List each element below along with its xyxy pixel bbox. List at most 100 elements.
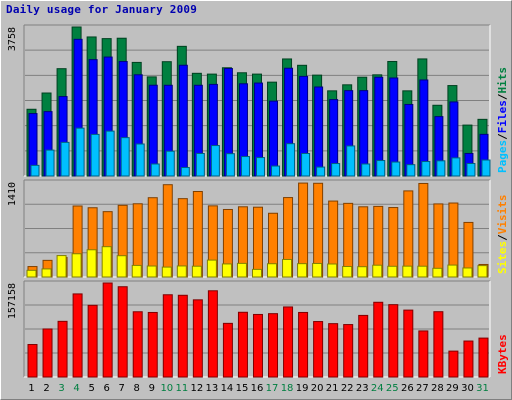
panel-2-visits-bar: [177, 198, 188, 278]
x-tick-label: 18: [281, 383, 294, 394]
panel-1-pages-bar: [105, 130, 115, 177]
panel-2-sites-bar: [221, 263, 232, 278]
x-tick-label: 17: [266, 383, 279, 394]
panel-3-kbytes-bar: [147, 311, 158, 378]
panel-2-sites-bar: [146, 265, 157, 278]
legend-hits: Hits: [496, 67, 509, 94]
panel-1-pages-bar: [286, 143, 296, 177]
panel-1-pages-bar: [421, 161, 431, 177]
panel-2-sites-bar: [267, 263, 278, 278]
panel-3-kbytes-bar: [222, 322, 233, 378]
panel-3-kbytes-bar: [132, 311, 143, 378]
panel-1-pages-bar: [240, 156, 250, 177]
panel-2-visits-bar: [192, 191, 203, 278]
panel-3-kbytes-bar: [388, 304, 399, 378]
x-tick-label: 20: [311, 383, 324, 394]
panel-2-sites-bar: [387, 265, 398, 278]
panel-3-kbytes-bar: [102, 282, 113, 378]
panel-3-kbytes-bar: [343, 324, 354, 378]
panel-2-sites-bar: [101, 246, 112, 278]
panel-1-pages-bar: [165, 150, 175, 177]
x-tick-label: 25: [386, 383, 399, 394]
panel-2-sites-bar: [131, 264, 142, 278]
x-tick-label: 24: [371, 383, 384, 394]
x-tick-label: 1: [28, 383, 34, 394]
x-tick-label: 29: [446, 383, 459, 394]
legend-separator: /: [496, 234, 509, 241]
panel-1-files-bar: [269, 100, 279, 177]
panel-3-kbytes-bar: [298, 311, 309, 378]
panel-2-sites-bar: [86, 249, 97, 278]
panel-2-sites-bar: [176, 265, 187, 278]
panel-2-visits-bar: [147, 197, 158, 278]
x-tick-label: 19: [296, 383, 309, 394]
panel-2-scale-label: 1410: [7, 182, 18, 206]
panel-1-files-bar: [359, 90, 369, 177]
panel-1-pages-bar: [90, 133, 100, 177]
panel-2-sites-bar: [402, 265, 413, 278]
panel-2-sites-bar: [282, 258, 293, 278]
x-tick-label: 15: [236, 383, 249, 394]
panel-3-kbytes-bar: [418, 330, 429, 378]
panel-3-kbytes-bar: [463, 340, 474, 378]
panel-3-scale-label: 157158: [7, 283, 18, 319]
panel-3-kbytes-bar: [207, 290, 218, 378]
x-tick-label: 27: [416, 383, 429, 394]
panel-3-kbytes-bar: [313, 321, 324, 378]
legend-separator: /: [496, 93, 509, 100]
panel-3-kbytes-bar: [403, 309, 414, 378]
x-tick-label: 28: [431, 383, 444, 394]
panel-1-pages-bar: [331, 163, 341, 177]
panel-2-sites-bar: [342, 265, 353, 278]
panel-1-files-bar: [389, 77, 399, 177]
panel-2-visits-bar: [418, 182, 429, 278]
x-tick-label: 14: [221, 383, 234, 394]
panel-2-visits-bar: [162, 184, 173, 278]
panel-1-files-bar: [178, 64, 188, 177]
x-tick-label: 21: [326, 383, 339, 394]
panel-1-pages-bar: [406, 164, 416, 177]
panel-2-sites-bar: [41, 268, 52, 278]
panel-1-pages-bar: [45, 149, 55, 177]
panel-2-sites-bar: [432, 267, 443, 278]
x-tick-label: 3: [58, 383, 64, 394]
panel-2-sites-bar: [477, 265, 488, 278]
panel-1-pages-bar: [135, 143, 145, 177]
panel-1-pages-bar: [271, 165, 281, 177]
panel-1-pages-bar: [225, 153, 235, 177]
panel-2-visits-bar: [343, 202, 354, 278]
panel-1-pages-bar: [255, 157, 265, 177]
panel-1-pages-bar: [361, 163, 371, 177]
panel-2-visits-bar: [403, 190, 414, 278]
x-tick-label: 30: [461, 383, 474, 394]
panel-1-pages-bar: [30, 164, 40, 177]
panel-1-pages-bar: [150, 163, 160, 177]
panel-3-kbytes-bar: [268, 313, 279, 378]
panel-2-legend: Sites/Visits: [496, 195, 509, 275]
panel-3-kbytes-bar: [42, 328, 53, 378]
legend-separator: /: [496, 133, 509, 140]
panel-2-sites-bar: [251, 268, 262, 278]
x-tick-label: 10: [160, 383, 173, 394]
panel-2-sites-bar: [312, 262, 323, 278]
panel-3-kbytes-bar: [177, 294, 188, 378]
panel-1-pages-bar: [376, 160, 386, 177]
panel-3-kbytes-bar: [87, 304, 98, 378]
legend-pages: Pages: [496, 140, 509, 173]
panel-1-pages-bar: [120, 137, 130, 177]
panel-2-sites-bar: [447, 264, 458, 278]
panel-3-kbytes-bar: [162, 294, 173, 378]
panel-1-pages-bar: [180, 167, 190, 177]
panel-3-legend: KBytes: [496, 334, 509, 374]
panel-3-kbytes-bar: [237, 311, 248, 378]
x-tick-label: 4: [73, 383, 79, 394]
legend-files: Files: [496, 100, 509, 133]
panel-1-pages-bar: [481, 159, 491, 177]
panel-2-sites-bar: [71, 253, 82, 278]
x-tick-label: 11: [175, 383, 188, 394]
panel-2-sites-bar: [161, 266, 172, 278]
panel-2-visits-bar: [433, 203, 444, 278]
panel-1-pages-bar: [316, 166, 326, 177]
x-tick-label: 8: [134, 383, 140, 394]
